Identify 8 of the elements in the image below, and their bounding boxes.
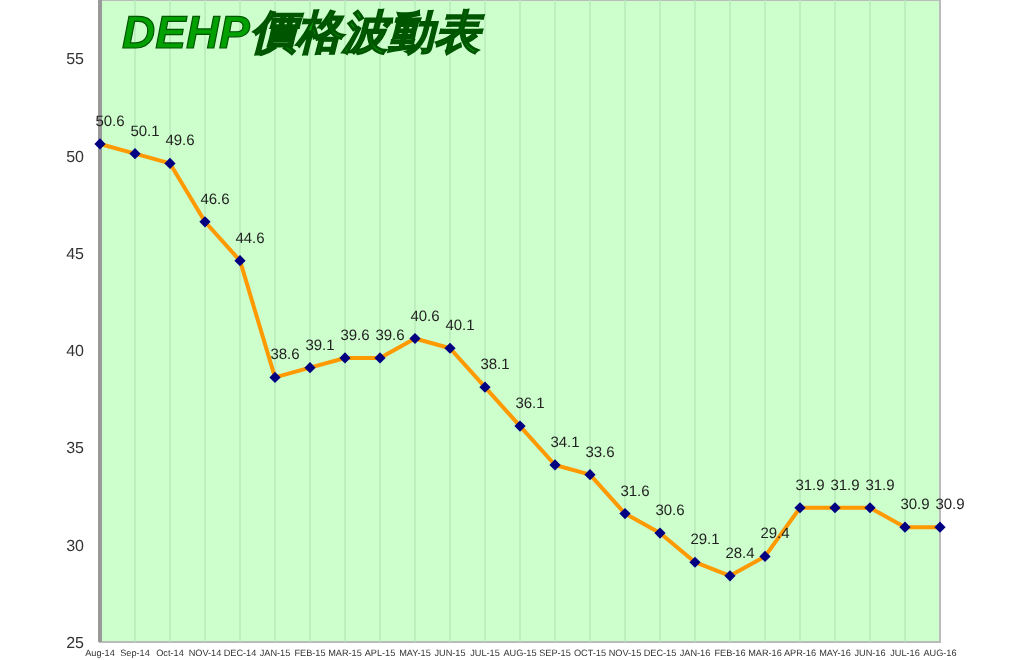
y-tick-label: 25: [66, 634, 86, 652]
y-tick-label: 30: [66, 536, 86, 555]
chart-title: DEHP價格波動表: [122, 6, 486, 58]
y-tick-label: 55: [66, 50, 86, 69]
y-tick-label: 45: [66, 244, 86, 263]
y-tick-label: 50: [66, 147, 86, 166]
y-tick-label: 35: [66, 439, 86, 458]
y-tick-label: 40: [66, 342, 86, 361]
